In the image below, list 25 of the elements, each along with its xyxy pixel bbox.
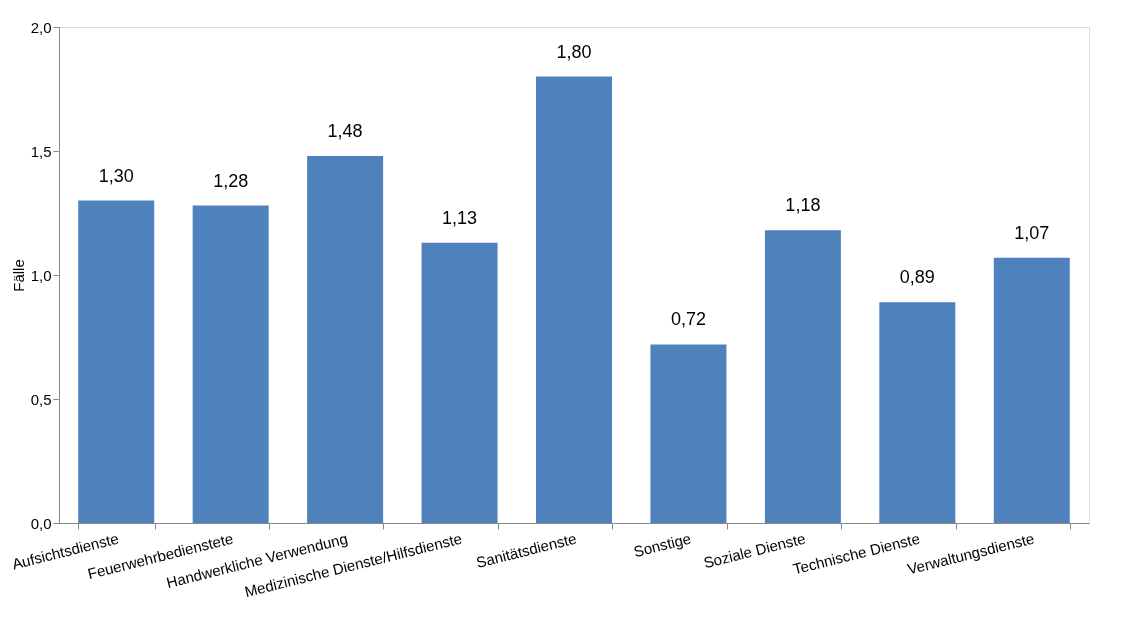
y-tick-label: 1,5: [30, 142, 52, 160]
y-tick-label: 0,5: [30, 390, 52, 408]
bar: [650, 344, 727, 523]
y-tick-label: 2,0: [30, 18, 52, 36]
bar: [421, 242, 498, 523]
data-label: 1,13: [442, 207, 478, 228]
data-label: 1,28: [213, 170, 249, 191]
x-tick-label: Sonstige: [631, 529, 693, 561]
bar: [879, 302, 956, 523]
bar: [993, 257, 1070, 523]
bar: [536, 76, 612, 523]
data-label: 1,30: [98, 165, 134, 186]
bar: [192, 205, 269, 523]
y-tick-label: 0,0: [30, 514, 52, 532]
data-label: 0,89: [899, 267, 935, 288]
data-label: 1,48: [327, 120, 363, 141]
bar: [307, 155, 384, 523]
bar: [78, 200, 155, 523]
data-label: 1,80: [556, 41, 592, 62]
data-label: 1,07: [1014, 222, 1050, 243]
y-tick-label: 1,0: [30, 266, 52, 284]
data-label: 1,18: [785, 195, 821, 216]
data-label: 0,72: [670, 309, 706, 330]
bar: [764, 230, 841, 523]
y-axis-title: Fälle: [9, 259, 27, 292]
